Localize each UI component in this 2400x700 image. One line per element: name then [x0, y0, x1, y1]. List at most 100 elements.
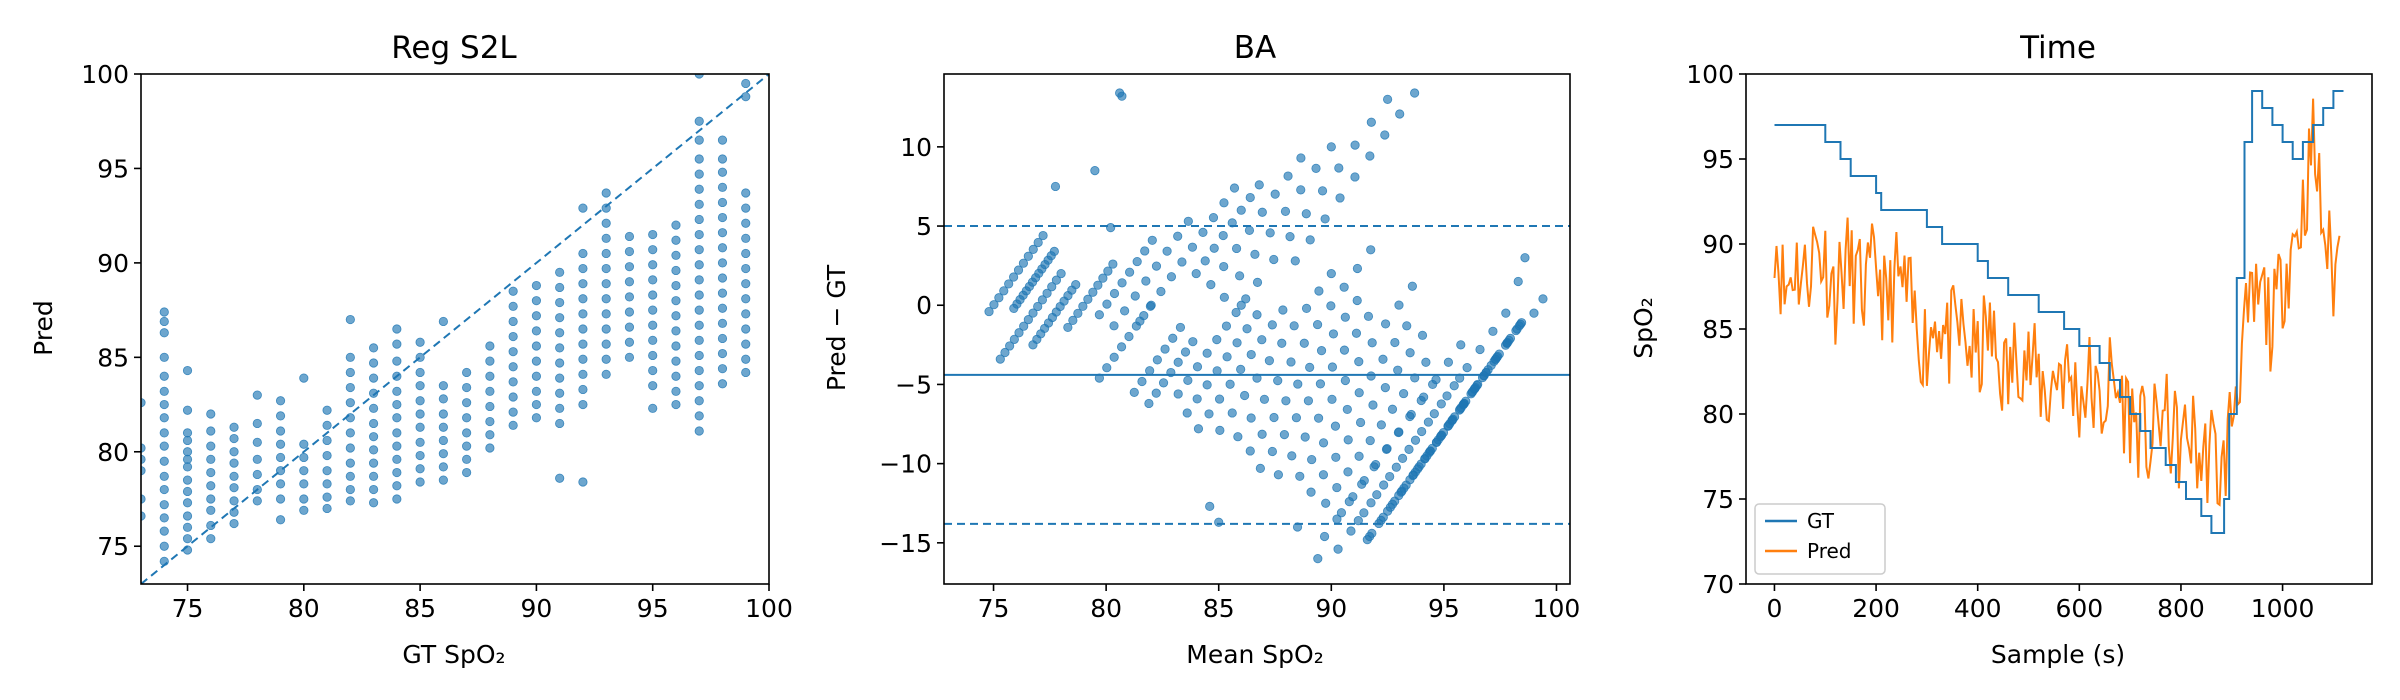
scatter-point: [1353, 516, 1363, 526]
scatter-point: [182, 486, 193, 497]
scatter-point: [1033, 301, 1043, 312]
scatter-point: [1372, 490, 1382, 500]
scatter-point: [1420, 454, 1430, 464]
scatter-point: [1488, 326, 1498, 336]
scatter-point: [694, 396, 704, 406]
scatter-point: [1117, 278, 1127, 288]
scatter-point: [671, 371, 681, 381]
scatter-point: [741, 354, 751, 364]
scatter-point: [1419, 392, 1429, 402]
clipped-marks: [141, 74, 769, 584]
scatter-point: [1449, 381, 1459, 391]
scatter-point: [1151, 261, 1162, 271]
scatter-point: [322, 450, 332, 461]
scatter-point: [1378, 354, 1388, 364]
scatter-point: [1374, 518, 1384, 529]
scatter-point: [159, 500, 169, 510]
scatter-point: [392, 494, 402, 504]
scatter-point: [1050, 181, 1061, 192]
scatter-point: [1124, 331, 1134, 342]
scatter-point: [1204, 409, 1214, 419]
scatter-point: [1285, 232, 1295, 242]
scatter-point: [995, 354, 1005, 364]
scatter-point: [368, 471, 379, 481]
scatter-point: [1173, 231, 1183, 241]
scatter-point: [229, 458, 239, 468]
scatter-point: [1004, 279, 1014, 289]
scatter-point: [1369, 462, 1379, 472]
scatter-point: [1146, 300, 1156, 310]
scatter-point: [1380, 319, 1391, 329]
scatter-point: [299, 452, 309, 463]
scatter-point: [229, 422, 239, 432]
scatter-point: [438, 316, 448, 327]
scatter-point: [392, 413, 402, 423]
scatter-point: [1340, 375, 1350, 386]
scatter-point: [462, 382, 472, 393]
scatter-point: [1246, 349, 1256, 360]
scatter-point: [1311, 163, 1321, 173]
scatter-point: [1431, 437, 1442, 447]
scatter-point: [671, 341, 681, 351]
scatter-point: [1232, 338, 1242, 348]
scatter-point: [392, 441, 402, 451]
scatter-point: [531, 386, 542, 396]
axis-ticks: 75 80 85 90 95 100 75 80 85 90 95 100: [81, 60, 793, 623]
scatter-point: [1321, 498, 1331, 508]
scatter-point: [159, 399, 169, 410]
scatter-point: [1182, 408, 1192, 418]
scatter-point: [322, 405, 332, 415]
clipped-marks: [1773, 90, 2344, 534]
scatter-point: [1177, 257, 1187, 267]
scatter-point: [694, 229, 704, 240]
scatter-point: [1328, 329, 1339, 339]
x-tick-label: 600: [2055, 594, 2103, 623]
scatter-point: [694, 335, 704, 345]
scatter-point: [648, 245, 658, 255]
y-tick-label: 100: [1686, 60, 1734, 89]
scatter-point: [159, 526, 169, 536]
scatter-point: [1399, 388, 1409, 399]
scatter-point: [694, 184, 704, 194]
scatter-point: [1417, 330, 1428, 340]
scatter-point: [299, 373, 309, 383]
scatter-point: [1023, 251, 1033, 261]
scatter-point: [1094, 373, 1104, 383]
scatter-point: [578, 279, 588, 289]
scatter-point: [1502, 338, 1512, 348]
scatter-point: [1395, 109, 1405, 119]
scatter-point: [252, 437, 262, 447]
scatter-point: [462, 428, 472, 438]
scatter-point: [1366, 245, 1376, 255]
scatter-point: [1158, 378, 1169, 388]
scatter-point: [159, 316, 169, 327]
scatter-point: [392, 428, 402, 438]
scatter-point: [299, 505, 309, 515]
scatter-point: [1402, 321, 1412, 331]
scatter-point: [182, 534, 193, 544]
scatter-point: [159, 386, 169, 396]
scatter-point: [368, 358, 379, 368]
scatter-point: [717, 167, 728, 177]
scatter-point: [392, 371, 402, 381]
scatter-point: [345, 352, 355, 362]
scatter-point: [1000, 347, 1010, 358]
axis-ticks: 75 80 85 90 95 100 −15 −10 −5 0 5 10: [879, 133, 1580, 623]
scatter-point: [1241, 294, 1251, 304]
scatter-point: [206, 534, 216, 544]
scatter-point: [741, 233, 751, 243]
scatter-point: [1354, 451, 1364, 461]
scatter-point: [1292, 522, 1303, 532]
scatter-point: [1088, 287, 1098, 297]
scatter-point: [1270, 189, 1280, 199]
scatter-point: [1343, 435, 1353, 445]
scatter-point: [671, 386, 681, 396]
legend-label-pred: Pred: [1807, 539, 1852, 563]
scatter-point: [1037, 295, 1047, 305]
scatter-point: [392, 467, 402, 478]
scatter-point: [392, 339, 402, 349]
scatter-point: [555, 282, 565, 293]
scatter-point: [438, 422, 448, 432]
scatter-point: [601, 218, 611, 228]
scatter-point: [1316, 346, 1327, 356]
